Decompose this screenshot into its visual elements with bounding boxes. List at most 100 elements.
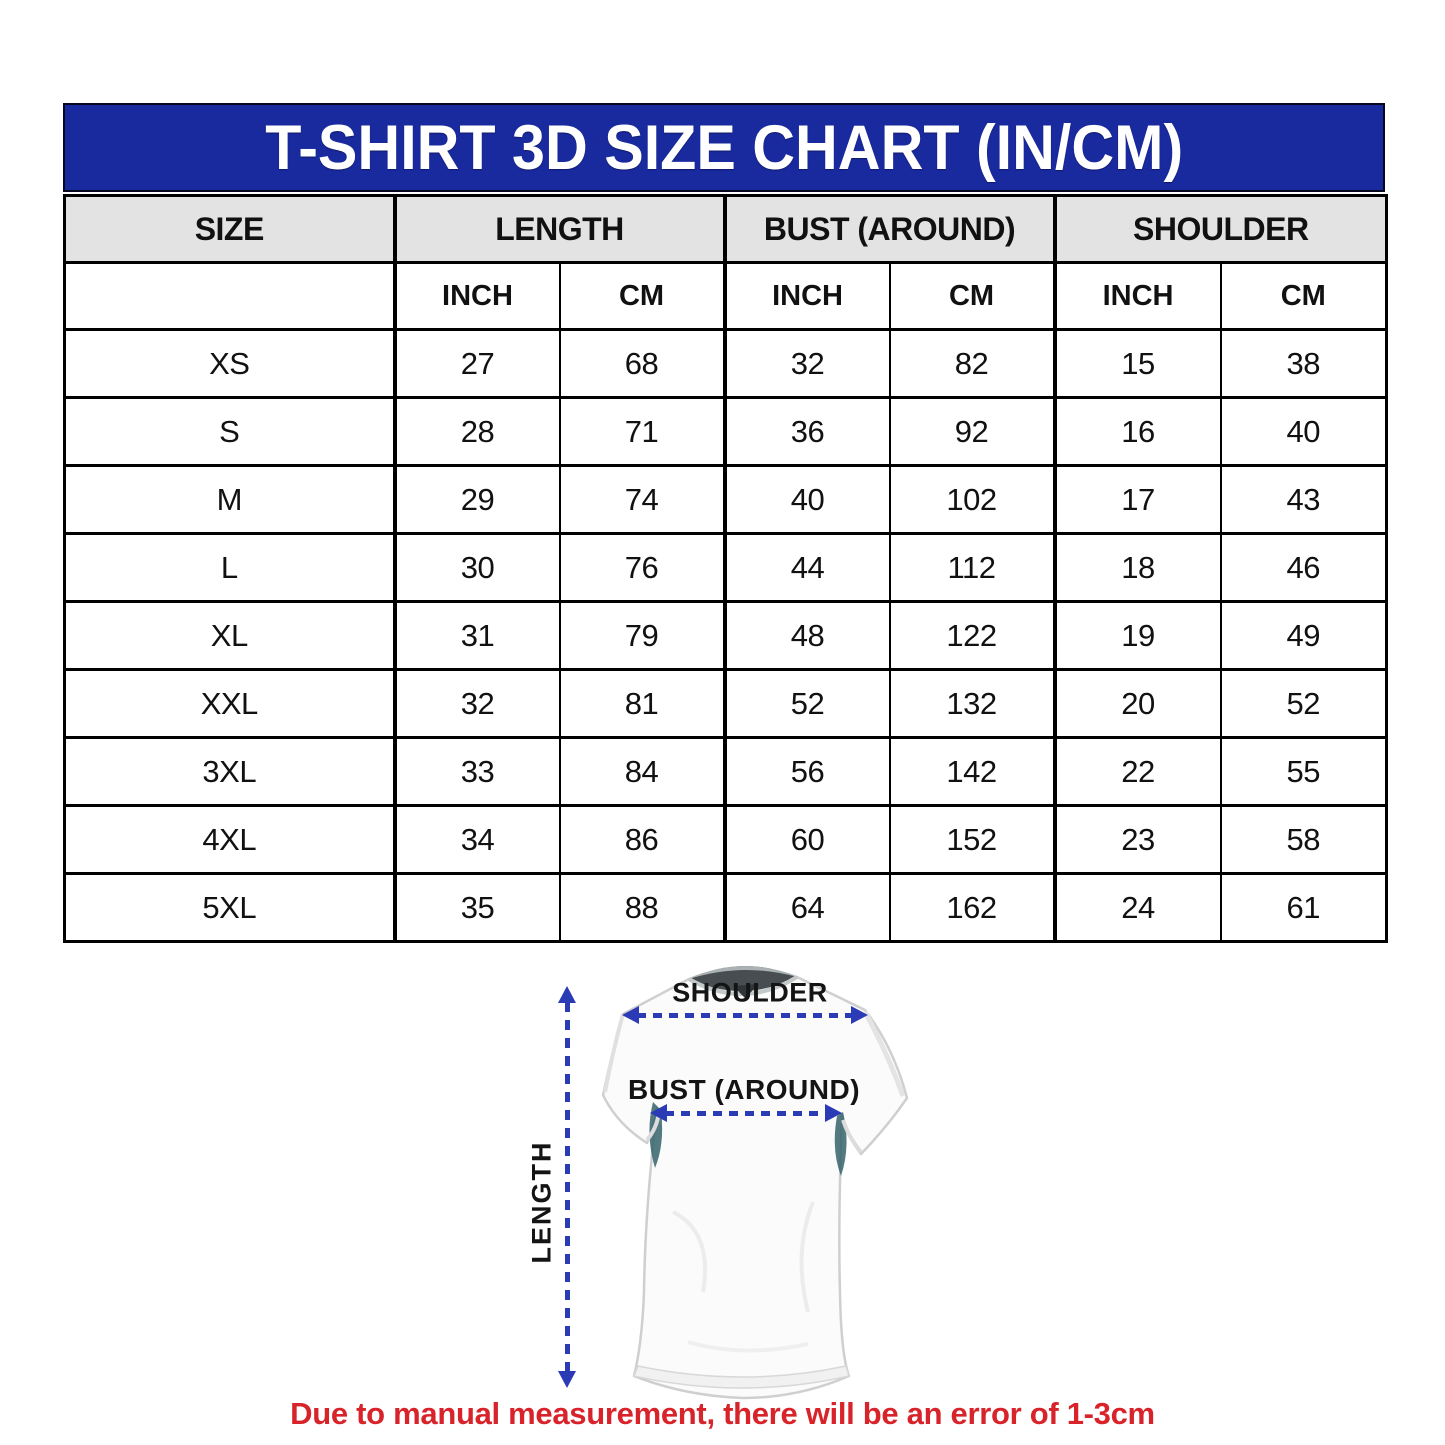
length-arrow-up-icon: [558, 986, 576, 1003]
table-row: 5XL 35 88 64 162 24 61: [63, 872, 1388, 943]
bust-cm-cell: 82: [888, 328, 1056, 399]
bust-inch-cell: 40: [722, 464, 891, 535]
length-inch-cell: 33: [392, 736, 561, 807]
bust-inch-cell: 64: [722, 872, 891, 943]
length-cm-cell: 86: [558, 804, 726, 875]
length-inch-cell: 27: [392, 328, 561, 399]
shoulder-cm-cell: 38: [1219, 328, 1388, 399]
shoulder-cm-cell: 49: [1219, 600, 1388, 671]
bust-cm-cell: 112: [888, 532, 1056, 603]
length-inch-cell: 29: [392, 464, 561, 535]
size-cell: M: [63, 464, 396, 535]
chart-title-banner: T-SHIRT 3D SIZE CHART (IN/CM): [63, 103, 1385, 192]
length-inch-cell: 32: [392, 668, 561, 739]
unit-header-length-cm: CM: [558, 261, 726, 331]
bust-cm-cell: 92: [888, 396, 1056, 467]
size-cell: 5XL: [63, 872, 396, 943]
length-inch-cell: 30: [392, 532, 561, 603]
length-cm-cell: 76: [558, 532, 726, 603]
unit-header-shoulder-cm: CM: [1219, 261, 1388, 331]
table-row: 4XL 34 86 60 152 23 58: [63, 804, 1388, 875]
bust-inch-cell: 60: [722, 804, 891, 875]
bust-inch-cell: 32: [722, 328, 891, 399]
shoulder-cm-cell: 58: [1219, 804, 1388, 875]
size-cell: S: [63, 396, 396, 467]
bust-cm-cell: 102: [888, 464, 1056, 535]
bust-measure-arrow: [665, 1111, 827, 1116]
table-row: XS 27 68 32 82 15 38: [63, 328, 1388, 399]
length-cm-cell: 84: [558, 736, 726, 807]
length-label: LENGTH: [526, 1140, 557, 1264]
shoulder-measure-arrow: [637, 1013, 853, 1018]
table-row: M 29 74 40 102 17 43: [63, 464, 1388, 535]
bust-inch-cell: 44: [722, 532, 891, 603]
length-inch-cell: 31: [392, 600, 561, 671]
shoulder-cm-cell: 46: [1219, 532, 1388, 603]
unit-header-bust-inch: INCH: [722, 261, 891, 331]
shoulder-cm-cell: 61: [1219, 872, 1388, 943]
group-header-row: SIZE LENGTH BUST (AROUND) SHOULDER: [63, 194, 1388, 264]
bust-arrow-left-icon: [650, 1104, 667, 1122]
shoulder-inch-cell: 22: [1052, 736, 1222, 807]
unit-header-length-inch: INCH: [392, 261, 561, 331]
length-cm-cell: 81: [558, 668, 726, 739]
size-cell: L: [63, 532, 396, 603]
measurement-diagram: SHOULDER BUST (AROUND) LENGTH: [0, 960, 1445, 1400]
bust-cm-cell: 162: [888, 872, 1056, 943]
shoulder-inch-cell: 20: [1052, 668, 1222, 739]
size-cell: 4XL: [63, 804, 396, 875]
length-arrow-down-icon: [558, 1371, 576, 1388]
length-cm-cell: 79: [558, 600, 726, 671]
empty-cell: [63, 261, 396, 331]
shoulder-cm-cell: 52: [1219, 668, 1388, 739]
shoulder-inch-cell: 18: [1052, 532, 1222, 603]
shoulder-inch-cell: 24: [1052, 872, 1222, 943]
length-measure-arrow: [565, 1002, 570, 1372]
table-row: XL 31 79 48 122 19 49: [63, 600, 1388, 671]
shoulder-inch-cell: 16: [1052, 396, 1222, 467]
unit-header-row: INCH CM INCH CM INCH CM: [63, 261, 1388, 331]
bust-inch-cell: 36: [722, 396, 891, 467]
length-inch-cell: 34: [392, 804, 561, 875]
column-header-size: SIZE: [63, 194, 396, 264]
size-chart-table: SIZE LENGTH BUST (AROUND) SHOULDER INCH …: [63, 194, 1389, 943]
shoulder-cm-cell: 55: [1219, 736, 1388, 807]
length-cm-cell: 74: [558, 464, 726, 535]
bust-cm-cell: 152: [888, 804, 1056, 875]
length-inch-cell: 28: [392, 396, 561, 467]
measurement-note: Due to manual measurement, there will be…: [290, 1396, 1155, 1431]
bust-cm-cell: 122: [888, 600, 1056, 671]
shoulder-inch-cell: 23: [1052, 804, 1222, 875]
size-cell: XXL: [63, 668, 396, 739]
table-row: S 28 71 36 92 16 40: [63, 396, 1388, 467]
shoulder-arrow-right-icon: [851, 1006, 868, 1024]
shoulder-arrow-left-icon: [622, 1006, 639, 1024]
shoulder-cm-cell: 43: [1219, 464, 1388, 535]
length-inch-cell: 35: [392, 872, 561, 943]
bust-inch-cell: 56: [722, 736, 891, 807]
tshirt-illustration: [601, 965, 909, 1400]
size-table-body: XS 27 68 32 82 15 38 S 28 71 36 92 16 40…: [63, 328, 1388, 943]
bust-inch-cell: 48: [722, 600, 891, 671]
size-cell: XS: [63, 328, 396, 399]
shoulder-cm-cell: 40: [1219, 396, 1388, 467]
bust-label: BUST (AROUND): [627, 1074, 861, 1105]
shoulder-inch-cell: 19: [1052, 600, 1222, 671]
bust-cm-cell: 132: [888, 668, 1056, 739]
shoulder-inch-cell: 17: [1052, 464, 1222, 535]
size-cell: 3XL: [63, 736, 396, 807]
unit-header-bust-cm: CM: [888, 261, 1056, 331]
bust-arrow-right-icon: [825, 1104, 842, 1122]
table-row: XXL 32 81 52 132 20 52: [63, 668, 1388, 739]
length-cm-cell: 68: [558, 328, 726, 399]
column-header-length: LENGTH: [392, 194, 726, 264]
shoulder-label: SHOULDER: [672, 977, 828, 1008]
column-header-shoulder: SHOULDER: [1052, 194, 1388, 264]
shoulder-inch-cell: 15: [1052, 328, 1222, 399]
unit-header-shoulder-inch: INCH: [1052, 261, 1222, 331]
table-row: L 30 76 44 112 18 46: [63, 532, 1388, 603]
length-cm-cell: 88: [558, 872, 726, 943]
size-cell: XL: [63, 600, 396, 671]
bust-cm-cell: 142: [888, 736, 1056, 807]
